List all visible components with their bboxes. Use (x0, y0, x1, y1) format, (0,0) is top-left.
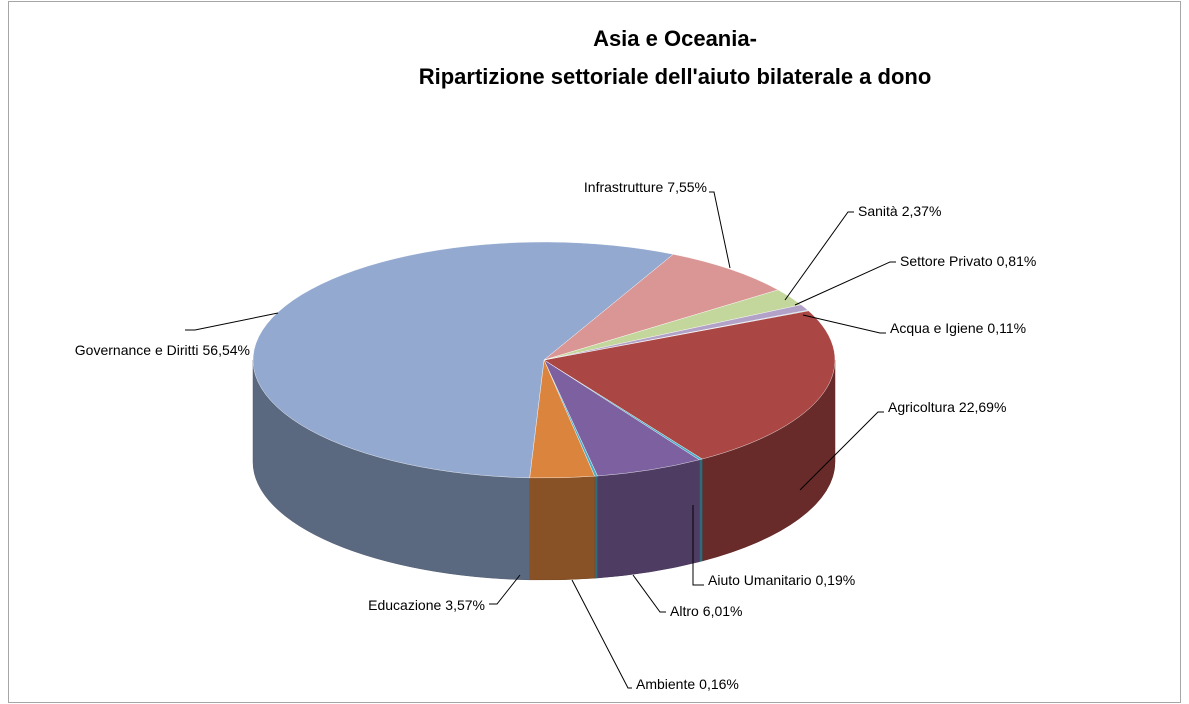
data-label: Ambiente 0,16% (636, 676, 739, 692)
data-label: Educazione 3,57% (368, 597, 485, 613)
leader-line (489, 574, 521, 605)
label-category: Agricoltura (888, 399, 955, 415)
leader-line (571, 579, 632, 689)
label-category: Educazione (368, 597, 441, 613)
pie-slice (543, 254, 779, 361)
data-label: Altro 6,01% (670, 603, 743, 619)
pie-slice (252, 241, 674, 479)
label-value: 0,81% (997, 253, 1037, 269)
pie-slice (543, 304, 809, 361)
slice-side (698, 458, 703, 563)
data-label: Sanità 2,37% (858, 203, 941, 219)
leader-line (784, 211, 854, 301)
label-category: Governance e Diritti (75, 342, 199, 358)
data-label: Agricoltura 22,69% (888, 399, 1006, 415)
data-label: Acqua e Igiene 0,11% (890, 320, 1026, 336)
label-value: 22,69% (959, 399, 1006, 415)
slice-side (594, 475, 598, 579)
data-label: Settore Privato 0,81% (900, 253, 1036, 269)
chart-title: Ripartizione settoriale dell'aiuto bilat… (419, 64, 932, 89)
slice-side (597, 459, 700, 579)
data-label: Governance e Diritti 56,54% (75, 342, 250, 358)
label-category: Infrastrutture (584, 179, 664, 195)
chart-title: Asia e Oceania- (593, 26, 757, 51)
label-category: Acqua e Igiene (890, 320, 984, 336)
slice-side (529, 475, 595, 581)
label-value: 0,11% (987, 320, 1026, 336)
label-value: 6,01% (703, 603, 743, 619)
pie-slice (543, 310, 836, 460)
leader-line (185, 312, 279, 331)
leader-line (799, 411, 884, 491)
leader-line (802, 314, 886, 334)
label-value: 7,55% (667, 179, 707, 195)
label-value: 0,19% (816, 572, 856, 588)
label-category: Settore Privato (900, 253, 993, 269)
label-category: Ambiente (636, 676, 695, 692)
label-value: 56,54% (203, 342, 250, 358)
label-value: 0,16% (699, 676, 739, 692)
leader-line (709, 191, 731, 269)
leader-line (632, 574, 666, 613)
label-value: 3,57% (445, 597, 485, 613)
label-category: Altro (670, 603, 699, 619)
label-category: Aiuto Umanitario (708, 572, 812, 588)
label-category: Sanità (858, 203, 898, 219)
leader-line (692, 505, 704, 586)
label-value: 2,37% (902, 203, 942, 219)
data-label: Aiuto Umanitario 0,19% (708, 572, 855, 588)
data-label: Infrastrutture 7,55% (584, 179, 707, 195)
leader-line (794, 261, 896, 306)
